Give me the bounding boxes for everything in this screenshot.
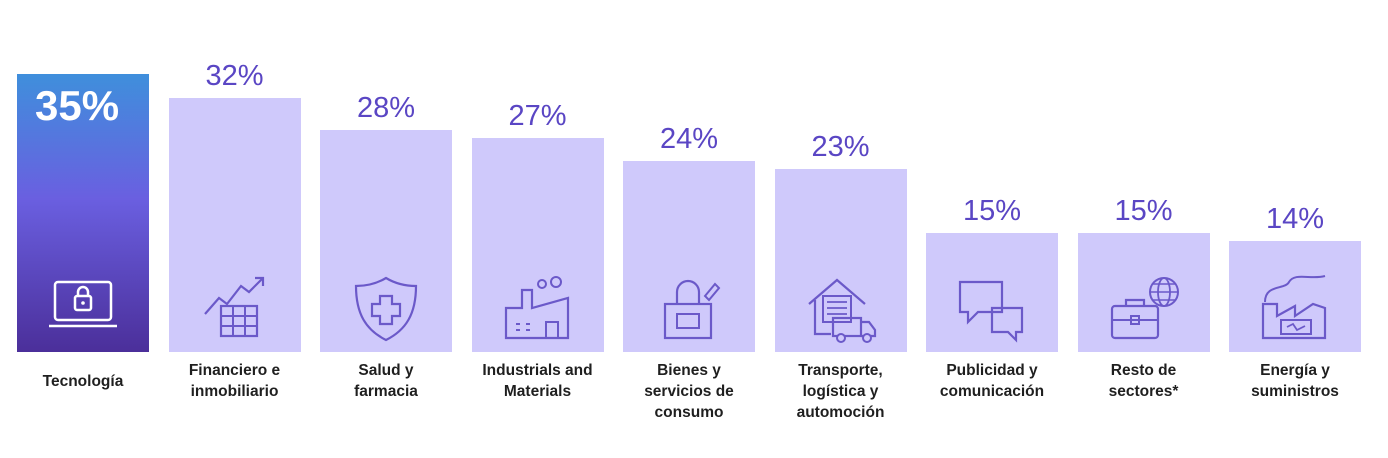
category-label-4: Industrials and Materials (462, 360, 614, 402)
briefcase-globe-icon (1104, 274, 1184, 344)
category-label-9: Energía y suministros (1219, 360, 1371, 402)
value-label-1: 35% (35, 82, 120, 129)
category-label-line: sectores* (1108, 383, 1179, 400)
value-label-2: 32% (205, 59, 264, 92)
energy-plant-icon (1255, 274, 1335, 344)
category-label-1: Tecnología (7, 371, 159, 392)
factory-icon (498, 274, 578, 344)
category-label-line: Energía y (1260, 362, 1330, 379)
bar-4 (471, 137, 604, 352)
category-label-line: servicios de (644, 383, 734, 400)
warehouse-truck-icon (801, 274, 881, 344)
chart-building-icon (195, 274, 275, 344)
category-label-line: Resto de (1110, 362, 1177, 379)
bar-8 (1077, 232, 1210, 352)
bar-2 (168, 97, 301, 352)
chat-bubbles-icon (952, 274, 1032, 344)
category-label-8: Resto de sectores* (1068, 360, 1220, 402)
category-label-line: Tecnología (42, 373, 124, 390)
bar-1 (17, 74, 149, 352)
category-label-5: Bienes y servicios de consumo (613, 360, 765, 423)
category-label-line: comunicación (939, 383, 1045, 400)
bar-5 (623, 161, 755, 352)
laptop-lock-icon (43, 274, 123, 344)
category-label-line: Salud y (358, 362, 414, 379)
category-label-line: Bienes y (657, 362, 721, 379)
category-label-line: Publicidad y (946, 362, 1038, 379)
category-label-line: Materials (503, 383, 572, 400)
category-label-line: Industrials and (482, 362, 593, 379)
category-label-2: Financiero e inmobiliario (159, 360, 311, 402)
category-label-line: logística y (802, 383, 879, 400)
shopping-bag-icon (649, 274, 729, 344)
bar-3 (320, 129, 452, 352)
value-label-9: 14% (1265, 202, 1325, 235)
category-label-line: farmacia (354, 383, 418, 400)
category-label-7: Publicidad y comunicación (916, 360, 1068, 402)
category-label-line: suministros (1251, 383, 1339, 400)
category-label-line: Financiero e (188, 362, 281, 379)
value-label-4: 27% (508, 99, 567, 132)
category-label-line: inmobiliario (190, 383, 279, 400)
category-label-line: consumo (654, 404, 724, 421)
value-label-8: 15% (1114, 194, 1173, 227)
value-label-6: 23% (811, 131, 870, 164)
category-label-line: Transporte, (798, 362, 883, 379)
value-label-3: 28% (356, 91, 416, 124)
category-label-6: Transporte, logística y automoción (765, 360, 917, 423)
value-label-5: 24% (659, 123, 719, 156)
category-label-3: Salud y farmacia (310, 360, 462, 402)
shield-cross-icon (346, 274, 426, 344)
value-label-7: 15% (962, 194, 1022, 227)
category-label-line: automoción (796, 404, 885, 421)
